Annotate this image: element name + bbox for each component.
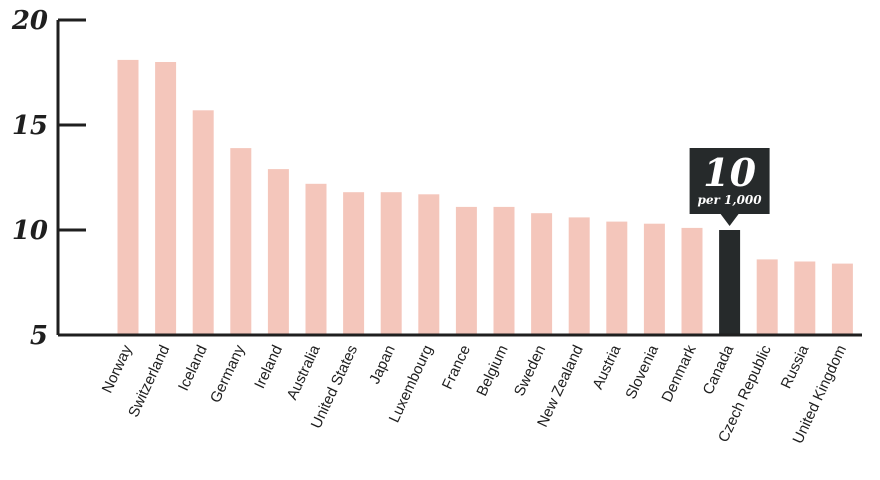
bar-russia — [794, 261, 816, 334]
category-label: Japan — [366, 343, 399, 387]
bar-australia — [305, 183, 327, 334]
category-label: Austria — [589, 342, 624, 392]
callout-pointer — [720, 214, 739, 226]
category-label: Belgium — [473, 343, 511, 399]
category-label: Canada — [700, 342, 738, 397]
bar-slovenia — [643, 223, 665, 334]
bar-germany — [230, 148, 252, 334]
category-label: Germany — [207, 342, 249, 406]
category-label: France — [439, 343, 474, 392]
bar-ireland — [267, 169, 289, 334]
bars — [117, 59, 853, 334]
y-tick-label: 5 — [30, 321, 48, 351]
y-tick-label: 20 — [11, 6, 48, 36]
category-label: Russia — [778, 342, 813, 391]
y-tick-label: 10 — [12, 216, 48, 246]
bar-canada — [719, 230, 741, 334]
category-label: Slovenia — [622, 342, 662, 402]
bar-czech-republic — [756, 259, 778, 334]
bar-new-zealand — [568, 217, 590, 334]
bar-denmark — [681, 227, 703, 334]
category-label: Iceland — [175, 343, 211, 394]
bar-france — [455, 206, 477, 334]
bar-iceland — [192, 110, 214, 334]
y-tick-label: 15 — [12, 111, 48, 141]
y-axis: 5 10 15 20 — [11, 6, 862, 351]
bar-sweden — [531, 213, 553, 334]
callout-value: 10 — [703, 150, 756, 195]
callout-box — [689, 148, 770, 214]
bar-belgium — [493, 206, 515, 334]
bar-switzerland — [155, 62, 177, 334]
category-label: Sweden — [511, 343, 549, 399]
bar-united-states — [343, 192, 365, 334]
category-label: Denmark — [658, 342, 699, 405]
category-label: Ireland — [251, 343, 286, 392]
bar-united-kingdom — [831, 263, 853, 334]
bar-norway — [117, 59, 139, 334]
category-label: Australia — [284, 342, 324, 403]
bar-japan — [380, 192, 402, 334]
bar-luxembourg — [418, 194, 440, 334]
callout-unit: per 1,000 — [698, 193, 763, 207]
canada-callout: 10 per 1,000 — [689, 148, 770, 226]
category-label: Norway — [99, 342, 136, 396]
bar-austria — [606, 221, 628, 334]
